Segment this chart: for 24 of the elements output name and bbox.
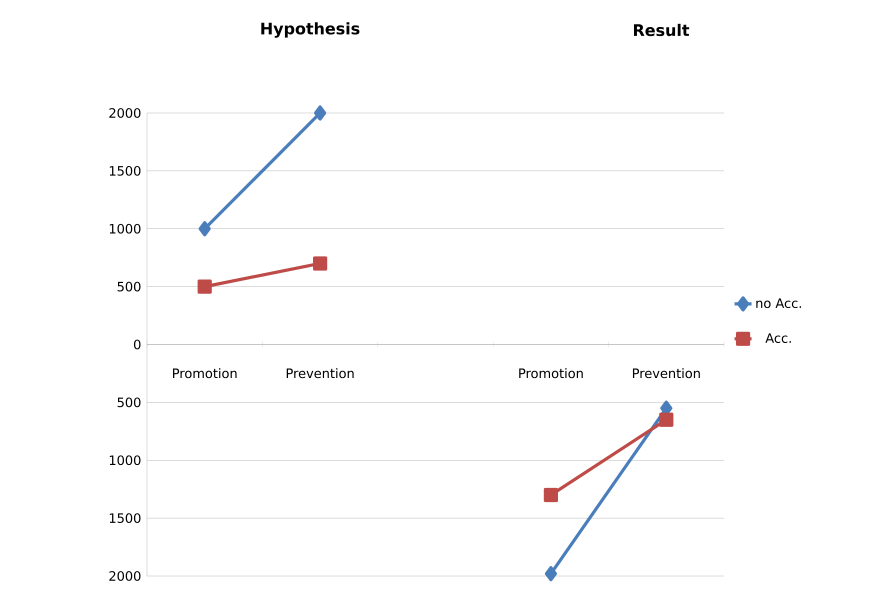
x-tick-label: Prevention — [632, 368, 700, 378]
text: Result — [634, 24, 690, 36]
point — [659, 412, 674, 427]
y-tick-label: 0 — [134, 340, 140, 350]
point — [544, 566, 558, 582]
y-tick-label: 1000 — [110, 455, 140, 466]
point — [198, 221, 211, 236]
y-tick-label: 500 — [118, 397, 140, 408]
y-tick-label: 2000 — [109, 108, 140, 118]
y-tick-label: 1500 — [110, 166, 140, 176]
legend-label: Acc. — [765, 333, 791, 343]
point — [544, 488, 558, 502]
y-tick-label: 2000 — [109, 571, 140, 581]
point — [198, 280, 212, 294]
x-tick-label: Prevention — [286, 368, 354, 378]
legend-label: no Acc. — [756, 298, 802, 308]
y-tick-label: 1000 — [110, 224, 140, 234]
y-tick-label: 500 — [118, 282, 140, 292]
text: Hypothesis — [261, 22, 360, 38]
point — [313, 256, 328, 271]
x-tick-label: Promotion — [173, 368, 237, 378]
point — [314, 105, 326, 121]
y-tick-label: 1500 — [110, 513, 140, 524]
x-tick-label: Promotion — [519, 368, 583, 378]
